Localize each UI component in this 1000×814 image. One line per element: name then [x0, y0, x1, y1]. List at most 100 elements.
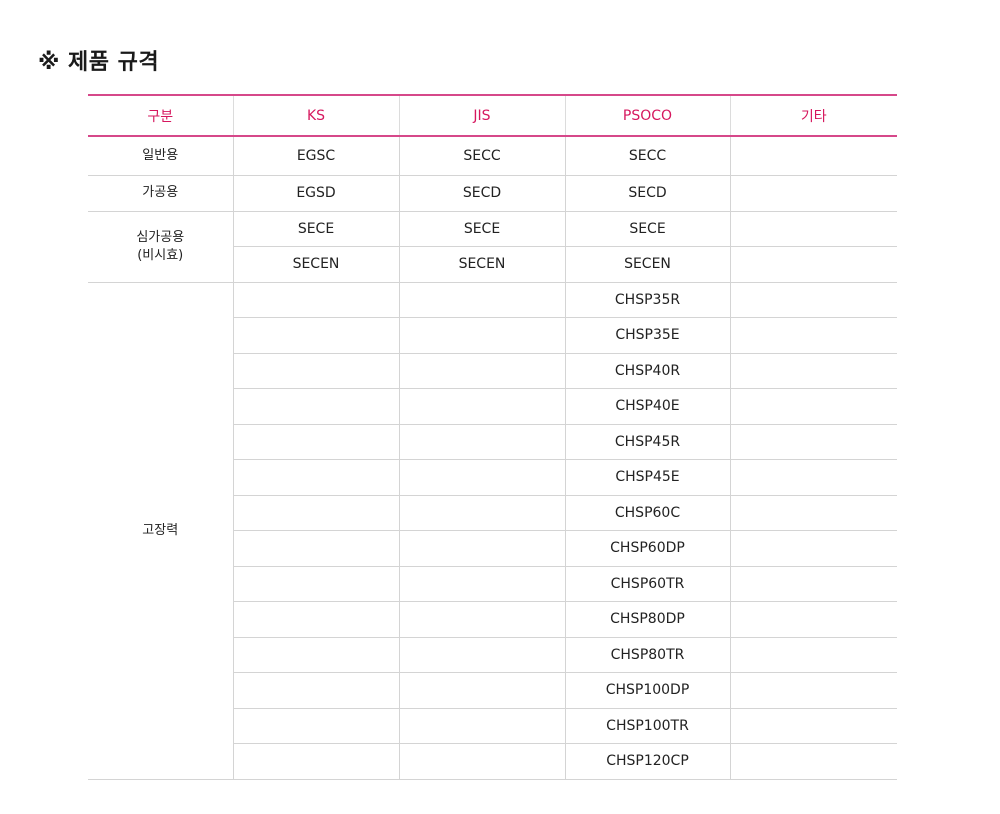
table-row: 가공용 EGSD SECD SECD — [88, 175, 897, 212]
cell-other — [729, 743, 897, 780]
cell-jis: SECE — [398, 211, 565, 247]
table-row: CHSP60DP — [88, 530, 897, 567]
cell-jis — [398, 708, 565, 744]
cell-other — [729, 282, 897, 318]
cell-jis — [398, 282, 565, 318]
cell-ks — [232, 424, 399, 460]
table-row: CHSP45R — [88, 424, 897, 460]
cell-ks — [232, 353, 399, 389]
cell-ks — [232, 530, 399, 567]
cell-jis — [398, 530, 565, 567]
table-row: CHSP80DP — [88, 601, 897, 638]
cell-ks — [232, 637, 399, 673]
table-row: CHSP40E — [88, 388, 897, 425]
cell-jis — [398, 601, 565, 638]
table-row: CHSP35E — [88, 317, 897, 354]
cell-ks — [232, 317, 399, 354]
cell-jis — [398, 424, 565, 460]
cell-ks — [232, 459, 399, 496]
cell-jis — [398, 388, 565, 425]
cell-other — [729, 424, 897, 460]
cell-jis: SECEN — [398, 246, 565, 283]
cell-other — [729, 637, 897, 673]
cell-jis — [398, 743, 565, 780]
cell-ks: EGSC — [232, 136, 399, 176]
header-category: 구분 — [88, 94, 233, 137]
cell-psoco: SECE — [564, 211, 730, 247]
header-psoco: PSOCO — [564, 94, 730, 137]
cell-psoco: SECD — [564, 175, 730, 212]
table-row: CHSP100TR — [88, 708, 897, 744]
cell-other — [729, 388, 897, 425]
cell-ks — [232, 601, 399, 638]
cell-other — [729, 175, 897, 212]
cell-ks — [232, 672, 399, 709]
cell-other — [729, 601, 897, 638]
table-row: SECEN SECEN SECEN — [88, 246, 897, 283]
table-row: 심가공용 (비시효) SECE SECE SECE — [88, 211, 897, 283]
cell-jis — [398, 637, 565, 673]
category-deep-drawing-line-2: (비시효) — [137, 247, 184, 263]
cell-psoco: CHSP35E — [564, 317, 730, 354]
cell-psoco: CHSP80DP — [564, 601, 730, 638]
product-spec-table: 구분 KS JIS PSOCO 기타 일반용 EGSC SECC SECC 가공… — [88, 94, 897, 780]
cell-other — [729, 495, 897, 531]
cell-jis — [398, 459, 565, 496]
cell-ks: SECE — [232, 211, 399, 247]
cell-psoco: CHSP60DP — [564, 530, 730, 567]
cell-jis — [398, 317, 565, 354]
table-row: CHSP60C — [88, 495, 897, 531]
cell-psoco: CHSP40R — [564, 353, 730, 389]
page-title: ※ 제품 규격 — [38, 50, 160, 75]
cell-jis — [398, 353, 565, 389]
cell-psoco: CHSP120CP — [564, 743, 730, 780]
cell-psoco: CHSP45R — [564, 424, 730, 460]
cell-other — [729, 530, 897, 567]
cell-other — [729, 317, 897, 354]
cell-psoco: SECC — [564, 136, 730, 176]
table-row: CHSP80TR — [88, 637, 897, 673]
table-row: CHSP40R — [88, 353, 897, 389]
cell-jis: SECC — [398, 136, 565, 176]
cell-psoco: CHSP60C — [564, 495, 730, 531]
cell-ks — [232, 743, 399, 780]
header-ks: KS — [232, 94, 399, 137]
table-row: CHSP100DP — [88, 672, 897, 709]
cell-ks — [232, 282, 399, 318]
cell-ks — [232, 495, 399, 531]
cell-psoco: CHSP80TR — [564, 637, 730, 673]
cell-jis: SECD — [398, 175, 565, 212]
cell-ks: SECEN — [232, 246, 399, 283]
cell-other — [729, 136, 897, 176]
cell-jis — [398, 566, 565, 602]
table-row: CHSP120CP — [88, 743, 897, 780]
category-forming: 가공용 — [88, 175, 233, 212]
table-row: 고장력 CHSP35R — [88, 282, 897, 780]
cell-psoco: CHSP40E — [564, 388, 730, 425]
cell-psoco: CHSP35R — [564, 282, 730, 318]
category-general: 일반용 — [88, 136, 233, 176]
category-deep-drawing: 심가공용 (비시효) — [88, 211, 233, 283]
cell-psoco: SECEN — [564, 246, 730, 283]
category-high-strength: 고장력 — [88, 282, 233, 780]
header-other: 기타 — [729, 94, 897, 137]
cell-jis — [398, 495, 565, 531]
cell-psoco: CHSP60TR — [564, 566, 730, 602]
cell-other — [729, 459, 897, 496]
cell-jis — [398, 672, 565, 709]
cell-ks — [232, 566, 399, 602]
cell-other — [729, 672, 897, 709]
cell-ks — [232, 708, 399, 744]
table-header-row: 구분 KS JIS PSOCO 기타 — [88, 94, 897, 137]
header-jis: JIS — [398, 94, 565, 137]
category-deep-drawing-line-1: 심가공용 — [136, 229, 185, 245]
table-row: CHSP60TR — [88, 566, 897, 602]
cell-psoco: CHSP100DP — [564, 672, 730, 709]
cell-other — [729, 246, 897, 283]
cell-other — [729, 566, 897, 602]
cell-psoco: CHSP100TR — [564, 708, 730, 744]
cell-other — [729, 353, 897, 389]
cell-psoco: CHSP45E — [564, 459, 730, 496]
table-row: 일반용 EGSC SECC SECC — [88, 136, 897, 176]
cell-other — [729, 708, 897, 744]
